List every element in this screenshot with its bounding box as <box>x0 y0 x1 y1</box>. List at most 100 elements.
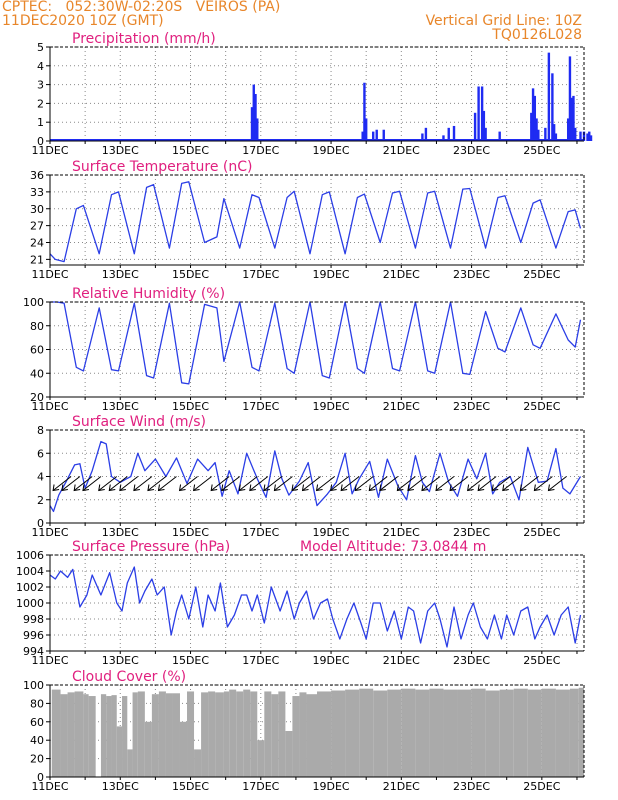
panel-title: Relative Humidity (%) <box>72 286 225 302</box>
y-tick-label: 30 <box>30 203 44 216</box>
wind-arrow <box>147 476 167 491</box>
wind-arrow-head <box>477 484 485 492</box>
cloud-column <box>51 689 61 777</box>
x-tick-label: 19DEC <box>312 780 349 793</box>
precip-bar <box>537 129 540 141</box>
cloud-column <box>471 688 486 777</box>
y-tick-label: 40 <box>30 734 44 747</box>
wind-arrow-head <box>192 484 200 492</box>
precip-bar <box>531 88 535 141</box>
wind-arrow <box>477 476 497 491</box>
precip-bar <box>544 127 547 141</box>
cloud-column <box>144 721 152 777</box>
panel-3 <box>46 301 585 400</box>
panel-4 <box>46 429 585 526</box>
cloud-column <box>499 689 514 777</box>
wind-arrow <box>193 476 212 491</box>
panel-5 <box>46 554 585 654</box>
x-tick-label: 15DEC <box>172 144 209 157</box>
wind-arrow <box>210 476 230 491</box>
precip-bar <box>589 135 593 141</box>
cloud-column <box>306 694 317 777</box>
y-tick-label: 24 <box>30 237 44 250</box>
series-line <box>50 301 582 385</box>
cloud-column <box>457 689 472 777</box>
x-tick-label: 17DEC <box>242 268 279 281</box>
cloud-column <box>132 692 138 777</box>
cloud-column <box>179 721 188 777</box>
precip-bar <box>252 84 255 141</box>
x-tick-label: 19DEC <box>312 654 349 667</box>
x-tick-label: 25DEC <box>523 526 560 539</box>
cloud-column <box>345 689 360 777</box>
y-tick-label: 998 <box>23 613 44 626</box>
wind-arrow <box>52 476 72 491</box>
precip-bar <box>480 86 484 141</box>
precip-bar <box>574 127 577 141</box>
wind-arrow <box>449 476 469 491</box>
precip-bar <box>477 86 480 141</box>
wind-arrow <box>368 476 388 491</box>
precip-bar <box>256 118 259 141</box>
wind-arrow <box>61 476 81 491</box>
x-tick-label: 25DEC <box>523 144 560 157</box>
cloud-column <box>271 694 279 777</box>
panel-2 <box>46 174 585 268</box>
cloud-column <box>250 691 258 777</box>
cloud-column <box>243 689 251 777</box>
precip-bar <box>566 118 570 141</box>
y-tick-label: 5 <box>37 41 44 54</box>
precip-bar <box>570 97 573 141</box>
y-tick-label: 1 <box>37 116 44 129</box>
cloud-column <box>67 692 75 777</box>
y-tick-label: 40 <box>30 367 44 380</box>
cloud-column <box>172 693 180 777</box>
precip-bar <box>421 133 424 141</box>
cloud-column <box>429 688 444 777</box>
precip-bar <box>482 110 486 141</box>
x-tick-label: 17DEC <box>242 400 279 413</box>
cloud-column <box>165 693 173 777</box>
wind-arrow-head <box>502 484 509 492</box>
x-tick-label: 23DEC <box>453 268 490 281</box>
precip-bar <box>484 127 487 141</box>
wind-arrow <box>274 476 293 491</box>
wind-arrow-head <box>273 484 281 492</box>
precip-bar <box>364 118 368 141</box>
x-tick-label: 11DEC <box>31 780 68 793</box>
cloud-column <box>100 694 107 777</box>
cloud-column <box>527 689 542 777</box>
wind-arrow <box>397 476 416 491</box>
cloud-column <box>137 691 145 777</box>
cloud-column <box>116 726 123 777</box>
y-tick-label: 1002 <box>16 581 44 594</box>
panel-title: Surface Wind (m/s) <box>72 414 206 430</box>
wind-arrow <box>302 476 321 491</box>
y-tick-label: 20 <box>30 391 44 404</box>
x-tick-label: 13DEC <box>102 654 139 667</box>
cloud-column <box>122 696 128 777</box>
precip-bar <box>588 131 591 141</box>
wind-arrow-head <box>435 484 443 492</box>
cloud-column <box>359 688 374 777</box>
precip-bar <box>372 131 375 141</box>
wind-arrow <box>221 476 241 491</box>
precip-bar <box>547 52 551 141</box>
precip-bar <box>442 135 445 141</box>
y-tick-label: 100 <box>23 296 44 309</box>
wind-arrow-head <box>249 484 256 492</box>
x-tick-label: 25DEC <box>523 400 560 413</box>
wind-arrow-head <box>52 484 60 492</box>
wind-arrow <box>263 476 283 491</box>
cloud-column <box>415 689 430 777</box>
cloud-column <box>387 689 402 777</box>
precip-bar <box>363 82 366 141</box>
y-tick-label: 994 <box>23 645 44 658</box>
wind-arrow-head <box>421 484 429 492</box>
cloud-column <box>513 688 528 777</box>
wind-arrow <box>502 476 522 491</box>
cloud-column <box>569 688 579 777</box>
y-tick-label: 60 <box>30 344 44 357</box>
precip-bar <box>552 124 556 141</box>
wind-arrow <box>73 476 93 491</box>
